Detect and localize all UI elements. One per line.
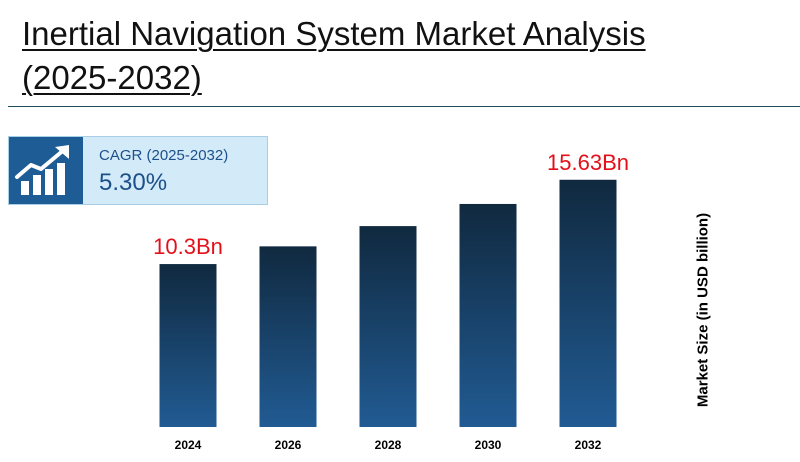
bar-2024 (159, 264, 217, 427)
x-tick-label: 2032 (575, 438, 602, 452)
bar-2032 (559, 179, 617, 427)
data-label: 10.3Bn (153, 234, 223, 259)
cagr-panel: CAGR (2025-2032) 5.30% (8, 136, 268, 205)
x-tick-label: 2024 (175, 438, 202, 452)
bar-2030 (459, 203, 517, 427)
growth-chart-icon (9, 137, 83, 204)
cagr-label: CAGR (2025-2032) (99, 147, 229, 164)
cagr-value: 5.30% (99, 169, 168, 196)
page-title: Inertial Navigation System Market Analys… (22, 15, 646, 96)
bar-2028 (359, 226, 417, 427)
x-tick-label: 2026 (275, 438, 302, 452)
bar-2026 (259, 246, 317, 427)
x-tick-label: 2030 (475, 438, 502, 452)
y-axis-label: Market Size (in USD billion) (694, 212, 712, 408)
x-tick-label: 2028 (375, 438, 402, 452)
title-divider (8, 106, 800, 107)
data-label: 15.63Bn (547, 150, 629, 175)
